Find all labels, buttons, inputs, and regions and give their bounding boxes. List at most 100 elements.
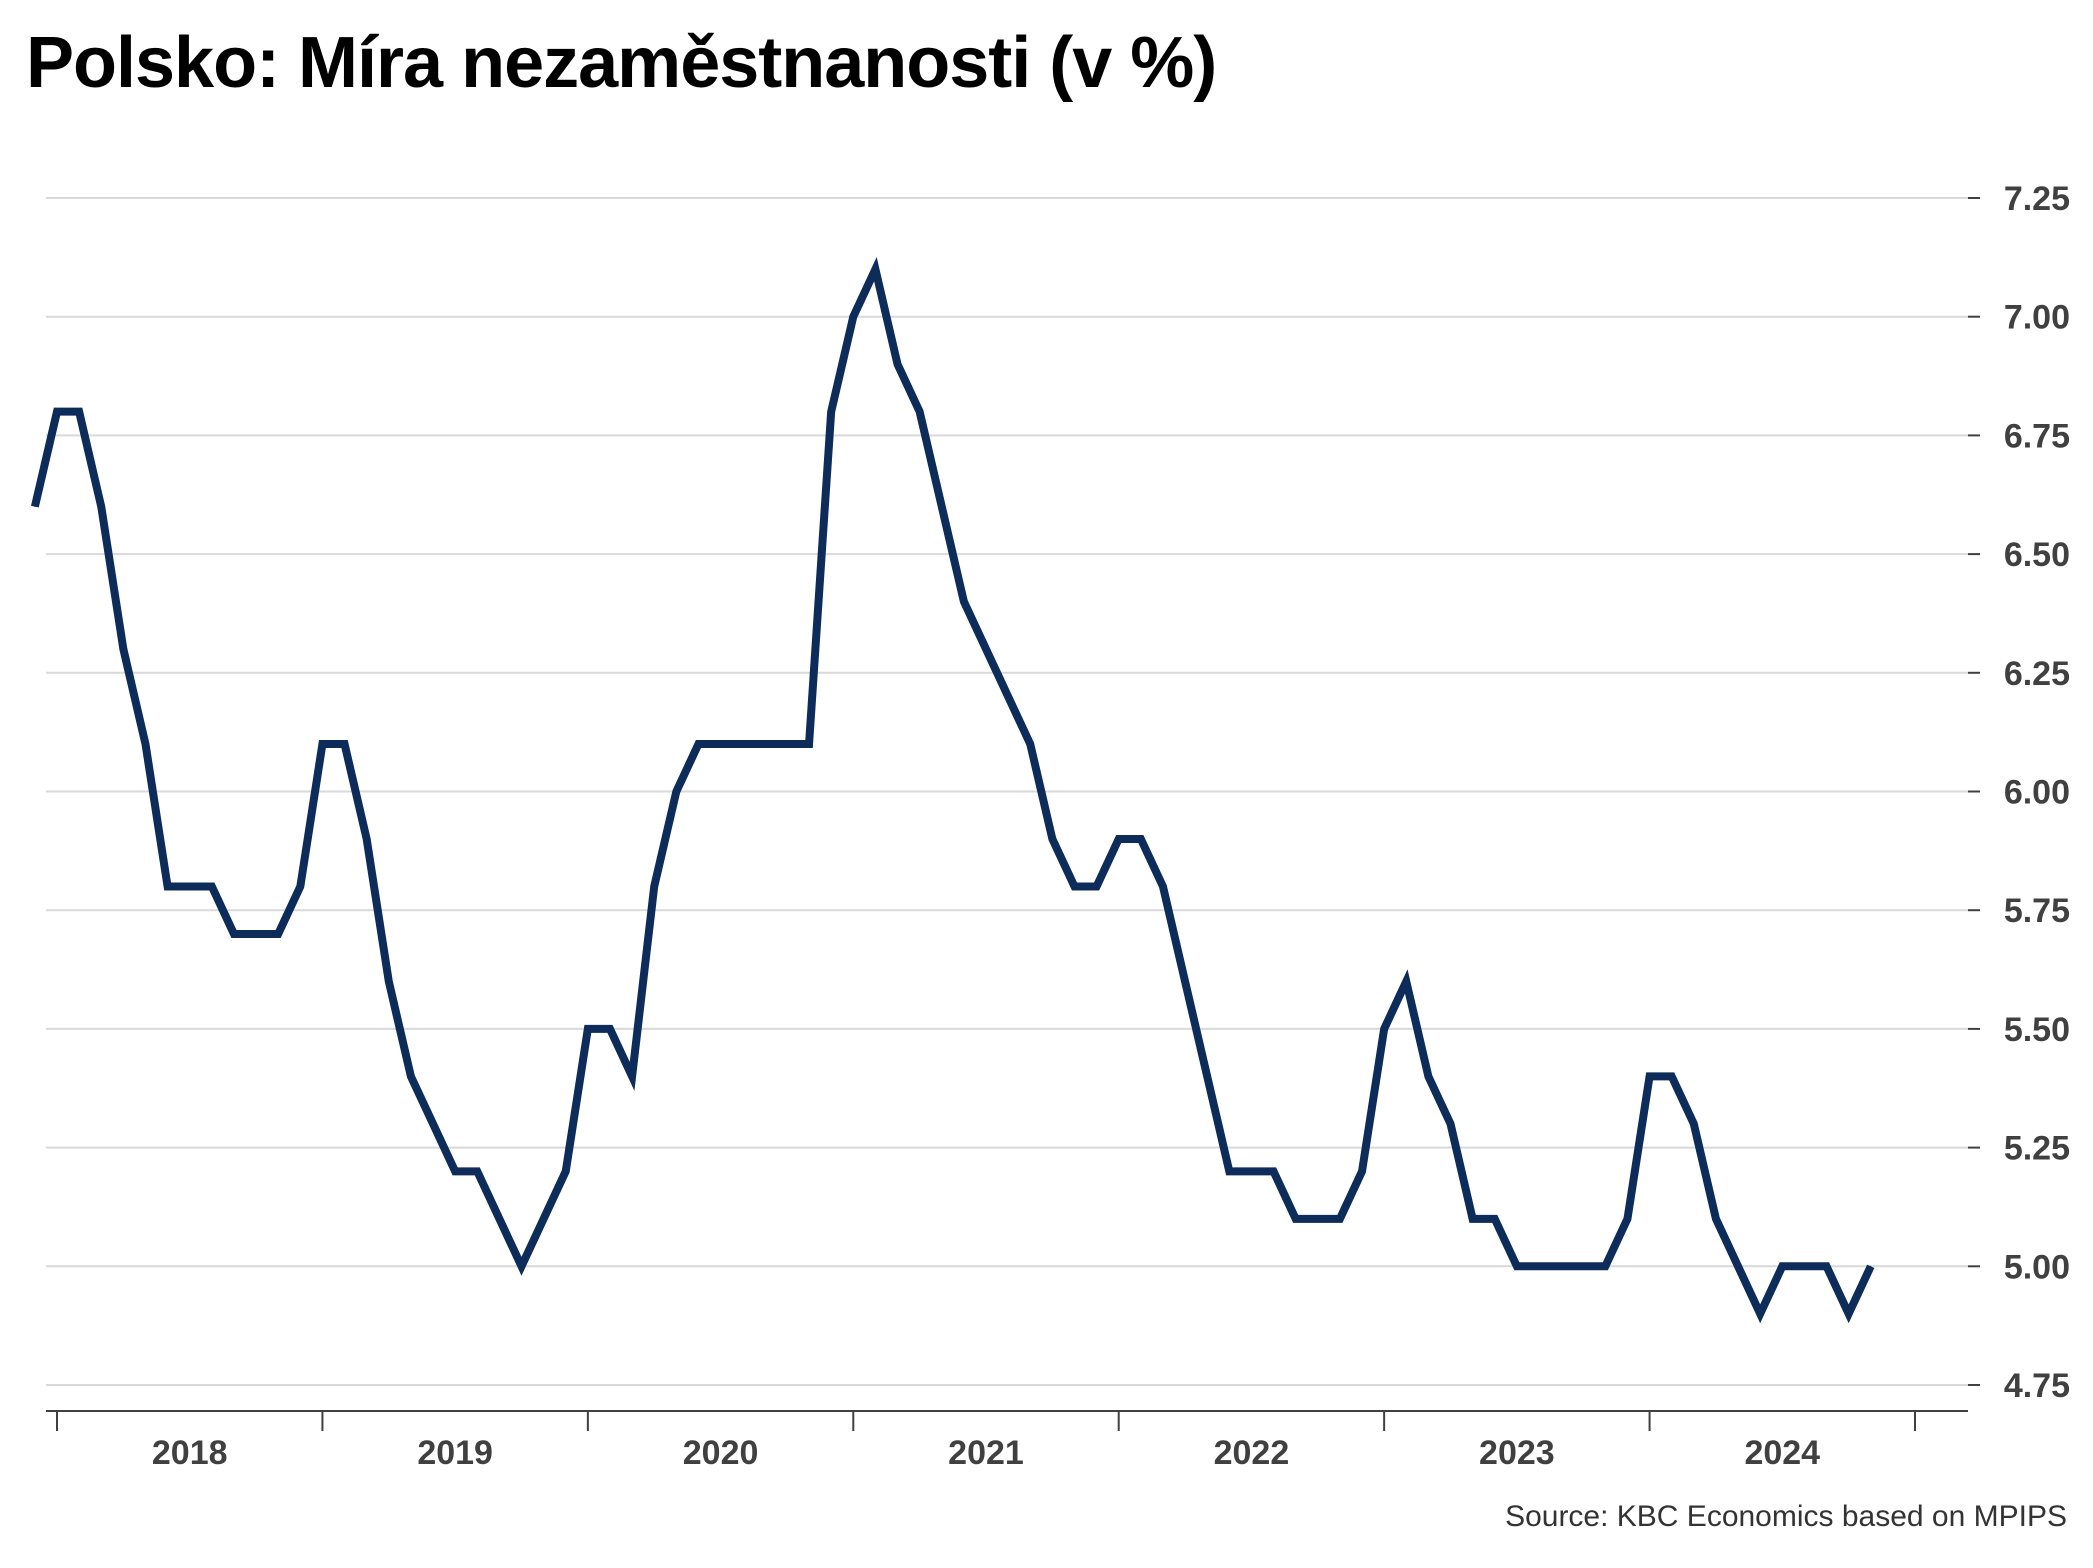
data-point — [1361, 1170, 1363, 1172]
data-point — [1826, 1265, 1828, 1267]
data-point — [874, 268, 876, 270]
y-tick-label: 6.75 — [2004, 417, 2070, 455]
data-point — [34, 506, 36, 508]
data-point — [344, 743, 346, 745]
x-tick-label: 2021 — [948, 1434, 1024, 1472]
data-point — [1405, 980, 1407, 982]
data-point — [653, 885, 655, 887]
data-point — [742, 743, 744, 745]
data-point — [1781, 1265, 1783, 1267]
chart-title: Polsko: Míra nezaměstnanosti (v %) — [26, 23, 1217, 103]
data-point — [1339, 1218, 1341, 1220]
data-point — [1073, 885, 1075, 887]
data-point — [78, 411, 80, 413]
data-point — [1715, 1218, 1717, 1220]
data-point — [1295, 1218, 1297, 1220]
data-point — [1096, 885, 1098, 887]
data-point — [1759, 1313, 1761, 1315]
data-point — [1427, 1075, 1429, 1077]
data-point — [476, 1170, 478, 1172]
y-tick-label: 4.75 — [2004, 1367, 2070, 1405]
data-point — [277, 933, 279, 935]
data-point — [919, 411, 921, 413]
data-point — [565, 1170, 567, 1172]
series-layer — [30, 257, 1875, 1324]
data-point — [1472, 1218, 1474, 1220]
data-point — [498, 1218, 500, 1220]
x-tick-label: 2022 — [1214, 1434, 1290, 1472]
data-point — [985, 648, 987, 650]
data-point — [1494, 1218, 1496, 1220]
data-point — [144, 743, 146, 745]
data-point — [1582, 1265, 1584, 1267]
data-point — [1250, 1170, 1252, 1172]
data-point — [720, 743, 722, 745]
y-tick-label: 6.25 — [2004, 655, 2070, 693]
data-point — [963, 601, 965, 603]
x-tick-label: 2023 — [1479, 1434, 1555, 1472]
data-point — [675, 791, 677, 792]
y-tick-label: 5.50 — [2004, 1011, 2070, 1049]
data-point — [830, 411, 832, 413]
data-point — [1649, 1075, 1651, 1077]
data-point — [1273, 1170, 1275, 1172]
gridlines — [46, 197, 1980, 1386]
data-point — [786, 743, 788, 745]
data-point — [1848, 1313, 1850, 1315]
data-point — [609, 1028, 611, 1030]
x-tick-label: 2024 — [1744, 1434, 1820, 1472]
data-point — [697, 743, 699, 745]
data-point — [587, 1028, 589, 1030]
data-point — [255, 933, 257, 935]
data-point — [941, 506, 943, 508]
data-point — [1516, 1265, 1518, 1267]
y-tick-labels: 7.25 7.00 6.75 6.50 6.25 6.00 5.75 5.50 5.25 5.00… — [2004, 180, 2070, 1405]
axes — [46, 1410, 1968, 1431]
data-point — [631, 1075, 633, 1077]
data-point — [321, 743, 323, 745]
data-point — [1538, 1265, 1540, 1267]
data-point — [1870, 1265, 1872, 1267]
data-point — [521, 1265, 522, 1267]
data-point — [1604, 1265, 1606, 1267]
data-point — [1317, 1218, 1319, 1220]
data-point — [1140, 838, 1142, 840]
data-point — [233, 933, 235, 935]
y-tick-label: 7.25 — [2004, 180, 2070, 218]
data-point — [764, 743, 766, 745]
data-point — [543, 1218, 545, 1220]
data-point — [1560, 1265, 1562, 1267]
y-tick-label: 6.50 — [2004, 536, 2070, 574]
data-point — [122, 648, 124, 650]
data-point — [1671, 1075, 1673, 1077]
data-point — [167, 885, 169, 887]
data-point — [1693, 1123, 1695, 1125]
data-point — [1803, 1265, 1805, 1267]
data-point — [1184, 980, 1186, 982]
data-point — [432, 1123, 434, 1125]
data-point — [56, 411, 58, 413]
y-tick-label: 5.25 — [2004, 1130, 2070, 1168]
y-tick-label: 7.00 — [2004, 299, 2070, 337]
data-point — [388, 980, 390, 982]
data-point — [897, 363, 899, 365]
data-point — [1118, 838, 1120, 840]
data-point — [852, 316, 854, 318]
data-point — [1007, 696, 1009, 698]
data-point — [1162, 885, 1164, 887]
data-point — [100, 506, 102, 508]
data-point — [1029, 743, 1031, 745]
data-point — [1383, 1028, 1385, 1030]
source-note: Source: KBC Economics based on MPIPS — [1505, 1500, 2067, 1533]
data-point — [808, 743, 810, 745]
data-point — [1206, 1075, 1208, 1077]
data-point — [299, 885, 301, 887]
data-point — [454, 1170, 456, 1172]
data-point — [189, 885, 191, 887]
y-tick-label: 5.75 — [2004, 892, 2070, 930]
x-tick-label: 2018 — [152, 1434, 228, 1472]
data-point — [1228, 1170, 1230, 1172]
data-point — [211, 885, 213, 887]
x-tick-labels: 2018 2019 2020 2021 2022 2023 2024 — [152, 1434, 1820, 1472]
